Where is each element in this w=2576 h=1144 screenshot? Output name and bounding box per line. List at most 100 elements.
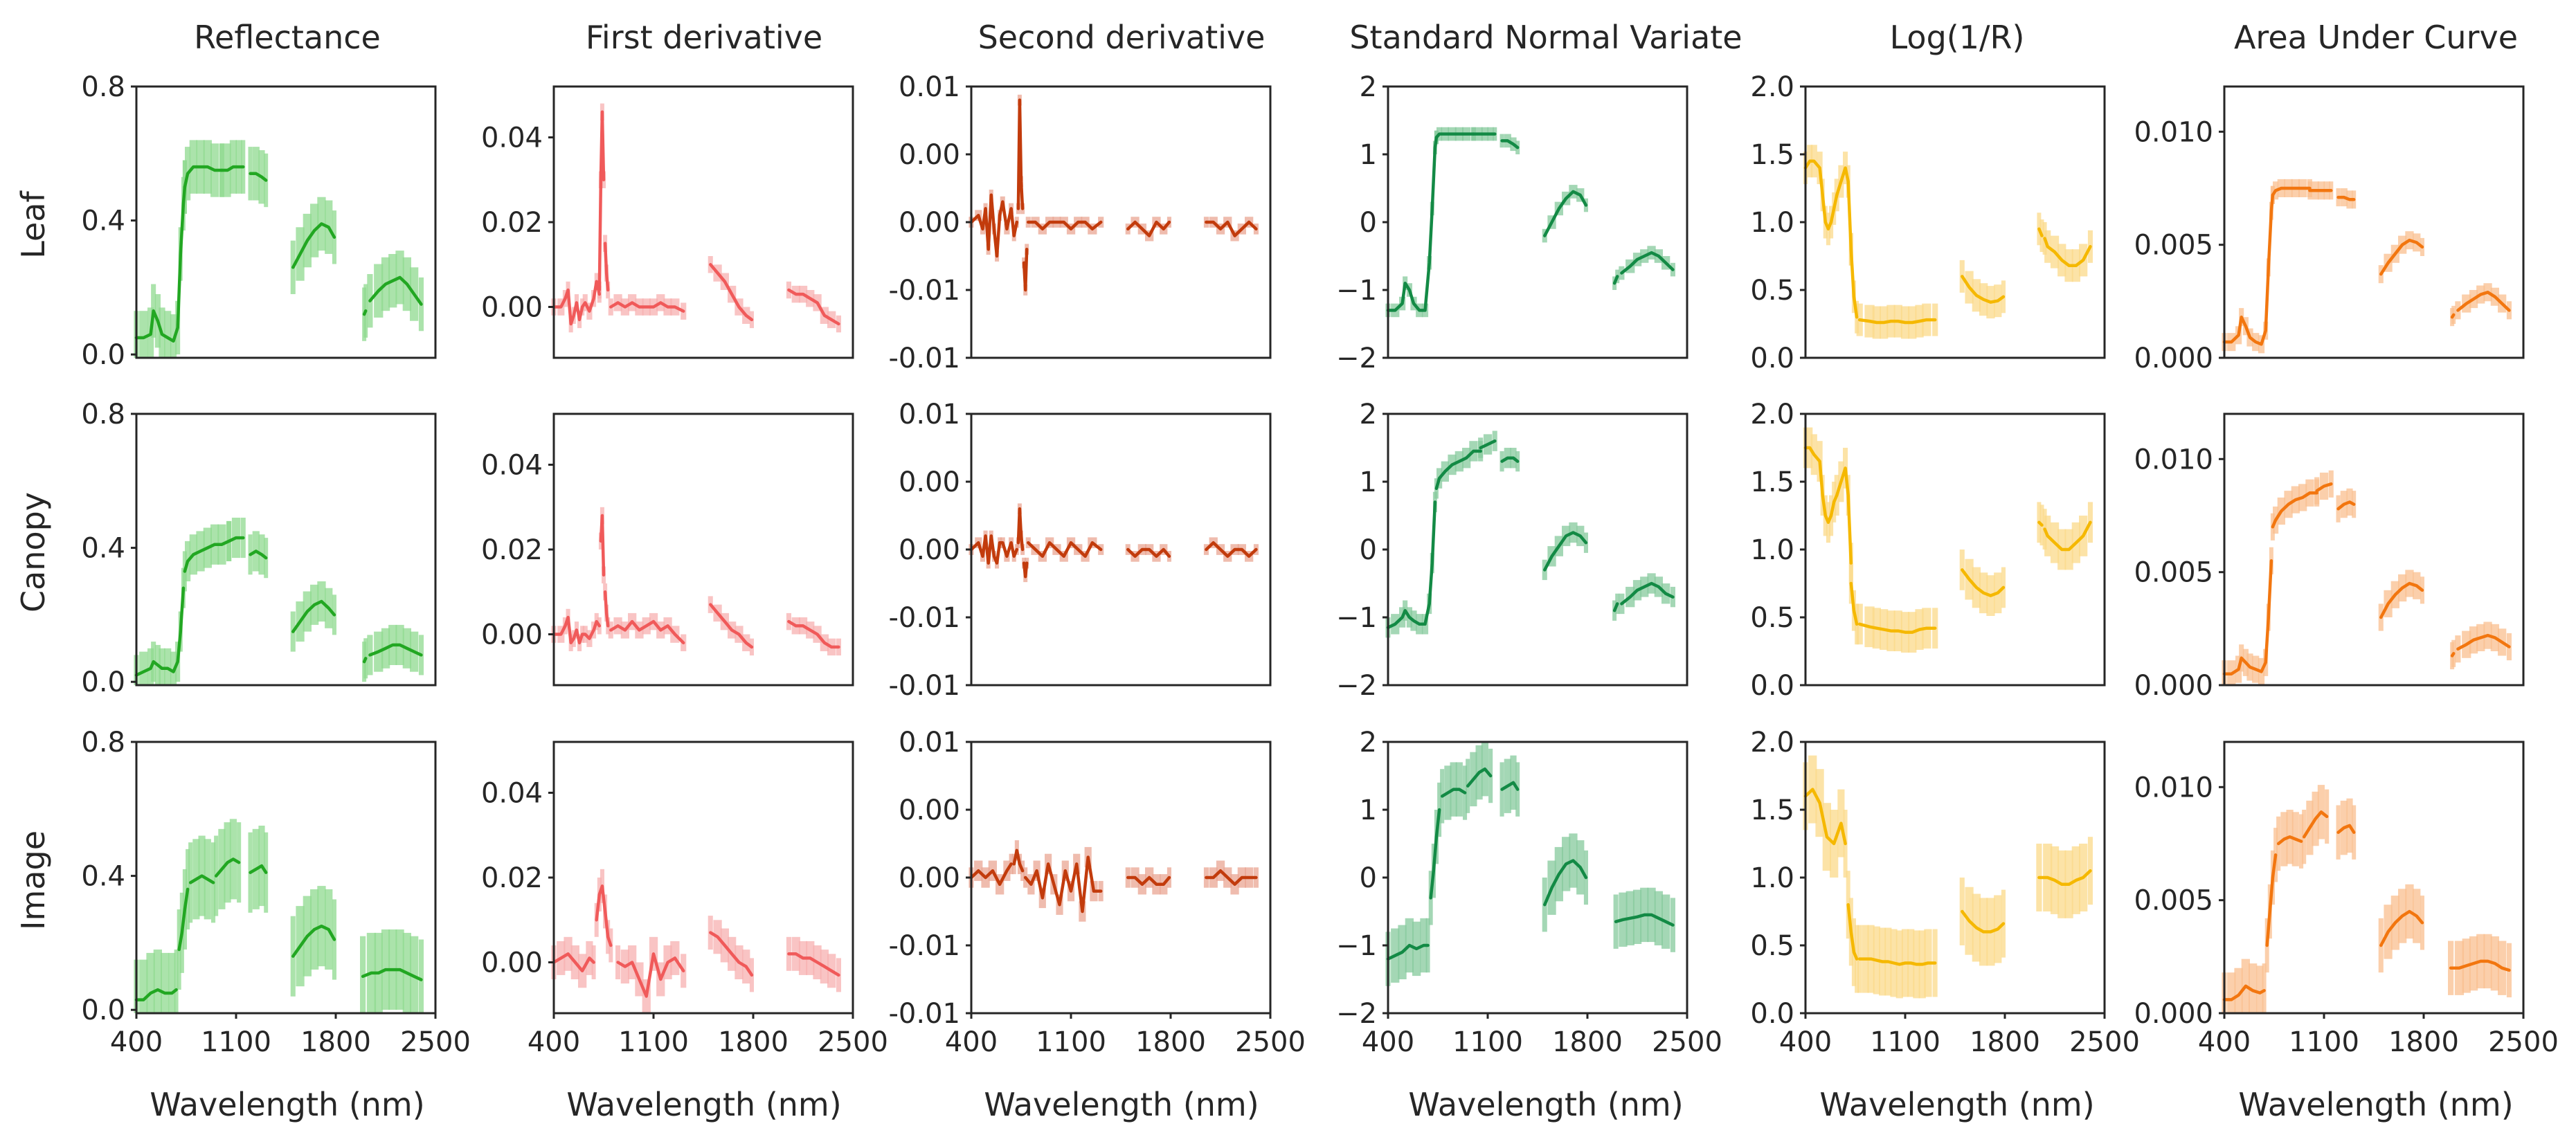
y-tick-label-log-1-r-leaf-4: 2.0	[1750, 71, 1794, 103]
mean-line-standard-normal-variate-canopy-s3	[1500, 456, 1520, 463]
mean-line-area-under-curve-image-s2	[2276, 835, 2303, 846]
mean-line-second-derivative-leaf-s4	[1126, 220, 1171, 237]
y-tick-label-standard-normal-variate-leaf-2: 0	[1360, 207, 1377, 239]
y-tick-label-log-1-r-image-3: 1.5	[1750, 795, 1794, 826]
frame-reflectance-leaf	[135, 85, 437, 359]
y-tick-label-reflectance-image-1: 0.4	[81, 861, 125, 893]
y-tick-label-area-under-curve-image-0: 0.000	[2134, 998, 2213, 1030]
y-tick-label-standard-normal-variate-image-4: 2	[1360, 727, 1377, 759]
x-tick-label-second-derivative-image-1: 1100	[1036, 1026, 1106, 1058]
y-tick-label-first-derivative-leaf-1: 0.02	[481, 207, 543, 239]
panel-second-derivative-leaf: -0.01 -0.01 0.00 0.00 0.01	[889, 71, 1272, 374]
mean-line-standard-normal-variate-image-s6	[1614, 913, 1675, 927]
mean-line-reflectance-canopy-s4	[291, 599, 336, 633]
mean-line-log-1-r-canopy-s0	[1803, 446, 1853, 565]
x-tick-label-standard-normal-variate-image-0: 400	[1362, 1026, 1414, 1058]
y-tick-label-reflectance-image-2: 0.8	[81, 727, 125, 759]
y-tick-label-area-under-curve-image-1: 0.005	[2134, 885, 2213, 917]
column-title-auc: Area Under Curve	[2234, 19, 2518, 56]
band-reflectance-image-s0-p6	[174, 950, 179, 1013]
mean-line-standard-normal-variate-canopy-s2	[1479, 439, 1497, 450]
mean-line-area-under-curve-leaf-s0	[2222, 193, 2275, 346]
y-tick-label-second-derivative-leaf-2: 0.00	[899, 207, 960, 239]
band-area-under-curve-image-s0-p1	[2227, 972, 2236, 1013]
row-label-leaf: Leaf	[15, 190, 52, 258]
panel-standard-normal-variate-canopy: −2 −1 0 1 2	[1336, 399, 1688, 702]
mean-line-standard-normal-variate-leaf-s3	[1500, 139, 1520, 149]
panel-log-1-r-canopy: 0.0 0.5 1.0 1.5 2.0	[1750, 399, 2106, 702]
mean-line-first-derivative-image-s2	[616, 952, 685, 998]
mean-line-area-under-curve-canopy-s2	[2315, 482, 2333, 493]
panel-reflectance-leaf: 0.0 0.4 0.8	[81, 71, 437, 371]
y-tick-label-standard-normal-variate-image-3: 1	[1360, 795, 1377, 826]
mean-line-first-derivative-canopy-s1	[599, 514, 606, 577]
x-tick-label-reflectance-image-3: 2500	[400, 1026, 471, 1058]
mean-line-second-derivative-canopy-s2	[1022, 561, 1029, 579]
y-tick-label-log-1-r-canopy-4: 2.0	[1750, 399, 1794, 430]
mean-line-reflectance-leaf-s2	[220, 165, 245, 172]
y-tick-label-first-derivative-leaf-2: 0.04	[481, 122, 543, 154]
mean-line-reflectance-image-s6	[361, 968, 423, 981]
mean-line-first-derivative-image-s1	[595, 884, 613, 947]
y-tick-label-log-1-r-leaf-2: 1.0	[1750, 207, 1794, 239]
mean-line-area-under-curve-leaf-s6	[2456, 291, 2511, 312]
mean-line-standard-normal-variate-leaf-s1	[1434, 132, 1475, 139]
x-tick-label-area-under-curve-image-1: 1100	[2289, 1026, 2359, 1058]
band-area-under-curve-image-s0-p6	[2262, 963, 2267, 1013]
mean-line-standard-normal-variate-leaf-s4	[1543, 190, 1588, 237]
y-tick-label-first-derivative-image-0: 0.00	[481, 947, 543, 979]
frame-area-under-curve-image	[2223, 741, 2525, 1015]
y-tick-label-area-under-curve-image-2: 0.010	[2134, 772, 2213, 803]
mean-line-standard-normal-variate-canopy-s6	[1620, 581, 1675, 606]
panel-reflectance-image: 0.0 0.4 0.8 400 1100 1800 2500	[81, 727, 471, 1058]
band-reflectance-canopy-s0-p1	[139, 651, 148, 685]
x-tick-label-standard-normal-variate-image-3: 2500	[1652, 1026, 1722, 1058]
y-tick-label-area-under-curve-canopy-0: 0.000	[2134, 670, 2213, 702]
y-tick-label-second-derivative-canopy-2: 0.00	[899, 534, 960, 566]
mean-line-standard-normal-variate-leaf-s0	[1386, 136, 1439, 312]
band-reflectance-image-s0-p5	[168, 952, 176, 1013]
mean-line-area-under-curve-leaf-s5	[2450, 313, 2456, 319]
mean-line-reflectance-leaf-s3	[249, 172, 268, 182]
x-tick-label-standard-normal-variate-image-1: 1100	[1452, 1026, 1523, 1058]
x-axis-label-second-derivative: Wavelength (nm)	[984, 1086, 1259, 1123]
y-tick-label-standard-normal-variate-image-0: −2	[1336, 998, 1377, 1030]
y-tick-label-log-1-r-canopy-3: 1.5	[1750, 466, 1794, 498]
y-tick-label-second-derivative-leaf-4: 0.01	[899, 71, 960, 103]
x-axis-label-log-1-r: Wavelength (nm)	[1819, 1086, 2094, 1123]
mean-line-second-derivative-canopy-s0	[969, 534, 1019, 565]
y-tick-label-reflectance-leaf-0: 0.0	[81, 339, 125, 371]
mean-line-log-1-r-image-s2	[1857, 957, 1937, 966]
y-tick-label-second-derivative-image-1: -0.01	[889, 930, 961, 962]
mean-line-area-under-curve-canopy-s5	[2450, 652, 2456, 657]
mean-line-log-1-r-image-s3	[1961, 909, 2006, 934]
y-tick-label-standard-normal-variate-canopy-3: 1	[1360, 466, 1377, 498]
x-tick-label-reflectance-image-2: 1800	[300, 1026, 371, 1058]
mean-line-log-1-r-leaf-s5	[2043, 237, 2092, 267]
x-tick-label-reflectance-image-0: 400	[110, 1026, 163, 1058]
column-title-log-1-r: Log(1/R)	[1890, 19, 2025, 56]
x-tick-label-area-under-curve-image-0: 400	[2198, 1026, 2251, 1058]
mean-line-log-1-r-canopy-s2	[1857, 622, 1937, 634]
mean-line-area-under-curve-leaf-s1	[2271, 186, 2312, 197]
y-tick-label-area-under-curve-leaf-1: 0.005	[2134, 230, 2213, 262]
y-tick-label-standard-normal-variate-canopy-4: 2	[1360, 399, 1377, 430]
mean-line-area-under-curve-image-s0	[2222, 984, 2266, 1001]
mean-line-reflectance-leaf-s4	[291, 222, 336, 269]
x-tick-label-log-1-r-image-2: 1800	[1970, 1026, 2040, 1058]
y-tick-label-second-derivative-image-0: -0.01	[889, 998, 961, 1030]
y-tick-label-first-derivative-canopy-0: 0.00	[481, 619, 543, 651]
y-tick-label-log-1-r-image-1: 0.5	[1750, 930, 1794, 962]
panel-first-derivative-canopy: 0.00 0.02 0.04	[481, 412, 854, 687]
mean-line-log-1-r-leaf-s0	[1803, 159, 1853, 251]
x-tick-label-area-under-curve-image-2: 1800	[2388, 1026, 2459, 1058]
y-tick-label-standard-normal-variate-image-1: −1	[1336, 930, 1377, 962]
mean-line-second-derivative-canopy-s4	[1126, 547, 1171, 559]
mean-line-area-under-curve-leaf-s3	[2336, 195, 2356, 201]
y-tick-label-second-derivative-canopy-1: -0.01	[889, 602, 961, 634]
panel-second-derivative-image: -0.01 -0.01 0.00 0.00 0.01 400 1100 1800 2500	[889, 727, 1306, 1058]
mean-line-standard-normal-variate-image-s5	[1543, 859, 1588, 907]
mean-line-first-derivative-canopy-s3	[609, 619, 685, 645]
panel-first-derivative-leaf: 0.00 0.02 0.04	[481, 85, 854, 359]
